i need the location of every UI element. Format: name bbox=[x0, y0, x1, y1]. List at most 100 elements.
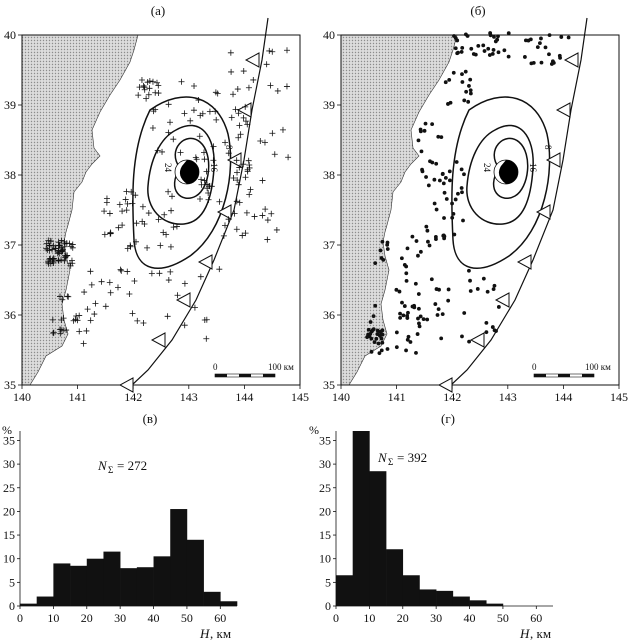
earthquake-cross bbox=[59, 296, 66, 303]
earthquake-dot bbox=[410, 304, 415, 309]
earthquake-cross bbox=[49, 246, 56, 253]
earthquake-cross bbox=[102, 303, 109, 310]
histogram-bar bbox=[369, 471, 387, 606]
histogram-panel-v: (в) % N Σ = 272 0 5 10 15 20 25 30 35 0 10 20 30 40 5… bbox=[2, 411, 238, 641]
earthquake-dot bbox=[484, 320, 489, 325]
earthquake-cross bbox=[231, 210, 238, 217]
earthquake-dot bbox=[488, 31, 493, 35]
earthquake-cross bbox=[155, 90, 162, 97]
earthquake-dot bbox=[440, 172, 445, 177]
earthquake-cross bbox=[126, 290, 133, 297]
histogram-bar bbox=[352, 431, 370, 606]
earthquake-dot bbox=[490, 52, 495, 56]
earthquake-cross bbox=[144, 79, 151, 86]
earthquake-dot bbox=[523, 55, 527, 59]
histogram-bars bbox=[336, 431, 504, 606]
n-value: = 272 bbox=[117, 458, 147, 473]
x-tick-label: 50 bbox=[497, 611, 509, 625]
earthquake-dot bbox=[419, 149, 424, 154]
y-tick-label: 35 bbox=[3, 433, 15, 447]
earthquake-cross bbox=[146, 85, 153, 92]
n-sub: Σ bbox=[108, 465, 113, 475]
x-tick-label: 0 bbox=[333, 611, 339, 625]
earthquake-dot bbox=[406, 310, 410, 315]
earthquake-cross bbox=[124, 200, 131, 207]
earthquake-cross bbox=[60, 315, 67, 322]
n-sub: Σ bbox=[388, 457, 393, 467]
earthquake-dot bbox=[400, 300, 404, 305]
earthquake-dot bbox=[426, 183, 431, 188]
lon-tick-label: 141 bbox=[388, 390, 406, 404]
trench-tooth bbox=[175, 292, 191, 308]
map-frame bbox=[340, 34, 620, 386]
earthquake-dot bbox=[539, 60, 544, 65]
y-unit: % bbox=[309, 423, 319, 437]
earthquake-dot bbox=[405, 337, 410, 342]
y-tick-label: 25 bbox=[319, 481, 331, 495]
earthquake-cross bbox=[139, 218, 146, 225]
earthquake-cross bbox=[191, 83, 198, 90]
contour-line bbox=[466, 124, 534, 225]
earthquake-dot bbox=[464, 89, 469, 94]
earthquake-dot bbox=[539, 36, 543, 41]
earthquake-cross bbox=[129, 200, 136, 207]
earthquake-cross bbox=[43, 245, 50, 252]
earthquake-dot bbox=[459, 167, 464, 172]
contour-label-24: 24 bbox=[482, 163, 492, 173]
earthquake-dot bbox=[437, 178, 442, 183]
earthquake-dot bbox=[496, 305, 501, 309]
earthquake-dot bbox=[426, 239, 430, 244]
earthquake-cross bbox=[266, 47, 273, 54]
earthquake-cross bbox=[240, 161, 247, 168]
earthquake-cross bbox=[52, 245, 59, 252]
contour-line bbox=[451, 96, 551, 269]
earthquake-dot bbox=[404, 348, 408, 353]
earthquake-dot bbox=[482, 49, 487, 53]
x-tick-label: 60 bbox=[530, 611, 542, 625]
earthquake-cross bbox=[128, 188, 135, 195]
earthquake-cross bbox=[84, 306, 91, 313]
earthquake-cross bbox=[119, 208, 126, 215]
trench-tooth bbox=[197, 254, 213, 270]
earthquake-cross bbox=[269, 130, 276, 137]
earthquake-dot bbox=[425, 317, 430, 322]
earthquake-cross bbox=[165, 101, 172, 108]
earthquake-dot bbox=[453, 197, 458, 202]
earthquake-dot bbox=[494, 329, 498, 333]
lon-tick-label: 142 bbox=[124, 390, 142, 404]
trench-tooth bbox=[545, 152, 561, 168]
y-tick-label: 30 bbox=[3, 457, 15, 471]
earthquake-cross bbox=[106, 210, 113, 217]
earthquake-cross bbox=[67, 262, 74, 269]
earthquake-cross bbox=[221, 222, 228, 229]
earthquake-cross bbox=[116, 201, 123, 208]
earthquake-cross bbox=[163, 231, 170, 238]
earthquake-cross bbox=[228, 68, 235, 75]
earthquake-cross bbox=[101, 231, 108, 238]
earthquake-cross bbox=[279, 126, 286, 133]
earthquake-cross bbox=[245, 84, 252, 91]
earthquake-cross bbox=[76, 312, 83, 319]
contour-label-8: 8 bbox=[543, 145, 553, 150]
earthquake-cross bbox=[165, 277, 172, 284]
earthquake-dot bbox=[460, 80, 465, 84]
panel-label-g: (г) bbox=[441, 411, 455, 426]
lon-tick-label: 141 bbox=[69, 390, 87, 404]
earthquake-cross bbox=[262, 206, 269, 213]
earthquake-dot bbox=[506, 54, 511, 59]
earthquake-cross bbox=[244, 121, 251, 128]
earthquake-dot bbox=[466, 99, 471, 104]
earthquake-cross bbox=[72, 316, 79, 323]
earthquake-dot bbox=[465, 34, 470, 38]
earthquake-cross bbox=[140, 319, 147, 326]
earthquake-dot bbox=[451, 212, 456, 216]
earthquake-cross bbox=[149, 78, 156, 85]
earthquake-cross bbox=[80, 340, 87, 347]
earthquake-dot bbox=[420, 169, 425, 174]
earthquake-dot bbox=[538, 41, 542, 46]
trench-tooth bbox=[236, 102, 252, 118]
earthquake-cross bbox=[220, 232, 227, 239]
earthquake-cross bbox=[170, 224, 177, 231]
histogram-axes: 0 5 10 15 20 25 30 35 0 10 20 30 40 50 60 bbox=[3, 431, 237, 625]
trench-tooth bbox=[494, 292, 510, 308]
